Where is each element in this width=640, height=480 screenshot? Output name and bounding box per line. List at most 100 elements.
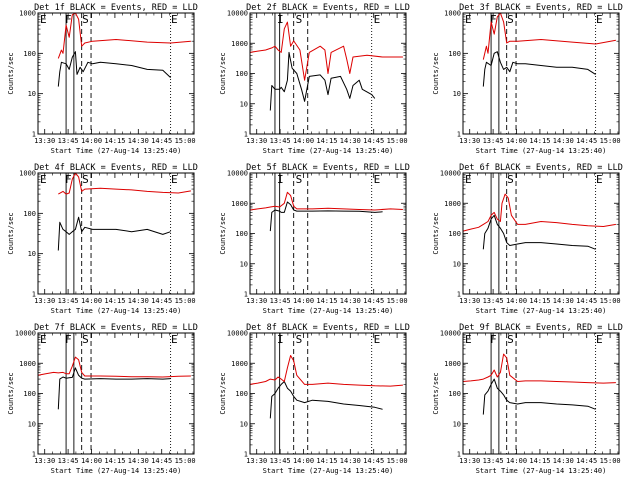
x-tick-label: 14:15 bbox=[316, 457, 337, 465]
x-tick-label: 14:00 bbox=[81, 457, 102, 465]
y-axis-label: Counts/sec bbox=[219, 212, 227, 254]
plot-frame bbox=[37, 332, 195, 455]
y-tick-label: 10000 bbox=[440, 330, 461, 338]
x-tick-label: 13:45 bbox=[58, 297, 79, 305]
x-tick-label: 15:00 bbox=[387, 457, 408, 465]
panel-title: Det 1f BLACK = Events, RED = LLD bbox=[34, 3, 198, 13]
x-tick-label: 14:45 bbox=[151, 457, 172, 465]
x-tick-label: 14:30 bbox=[553, 297, 574, 305]
x-tick-label: 14:45 bbox=[576, 137, 597, 145]
x-tick-label: 14:45 bbox=[363, 457, 384, 465]
series-events bbox=[482, 51, 596, 87]
panel-det-6: Det 6f BLACK = Events, RED = LLD Counts/s… bbox=[432, 163, 623, 315]
y-tick-label: 10000 bbox=[227, 330, 248, 338]
x-tick-label: 13:45 bbox=[483, 297, 504, 305]
series-events bbox=[57, 367, 171, 410]
y-axis-label: Counts/sec bbox=[432, 52, 440, 94]
panel-det-5: Det 5f BLACK = Events, RED = LLD Counts/s… bbox=[219, 163, 410, 315]
x-tick-label: 15:00 bbox=[387, 297, 408, 305]
phase-marker: E bbox=[465, 333, 472, 346]
y-tick-label: 1 bbox=[457, 291, 461, 299]
x-axis-label: Start Time (27-Aug-14 13:25:40) bbox=[51, 147, 182, 155]
plot-frame bbox=[462, 332, 620, 455]
y-tick-label: 100 bbox=[23, 50, 36, 58]
x-tick-label: 14:00 bbox=[506, 137, 527, 145]
y-tick-label: 1 bbox=[244, 291, 248, 299]
y-axis-label: Counts/sec bbox=[432, 212, 440, 254]
y-axis-label: Counts/sec bbox=[219, 52, 227, 94]
phase-marker: F bbox=[65, 173, 72, 186]
x-tick-label: 13:30 bbox=[34, 457, 55, 465]
x-tick-label: 13:30 bbox=[246, 457, 267, 465]
panel-det-3: Det 3f BLACK = Events, RED = LLD Counts/s… bbox=[432, 3, 623, 155]
x-tick-label: 14:30 bbox=[553, 137, 574, 145]
phase-marker: S bbox=[296, 173, 303, 186]
x-tick-label: 13:45 bbox=[58, 137, 79, 145]
series-lld bbox=[57, 12, 191, 59]
plot-frame bbox=[37, 172, 195, 295]
y-tick-label: 10000 bbox=[227, 170, 248, 178]
x-tick-label: 14:30 bbox=[128, 457, 149, 465]
y-tick-label: 10 bbox=[28, 420, 36, 428]
y-tick-label: 10 bbox=[28, 90, 36, 98]
x-tick-label: 14:00 bbox=[81, 297, 102, 305]
x-tick-label: 15:00 bbox=[175, 137, 196, 145]
x-tick-label: 14:15 bbox=[529, 297, 550, 305]
y-tick-label: 1000 bbox=[444, 360, 461, 368]
y-tick-label: 1 bbox=[457, 131, 461, 139]
phase-marker: S bbox=[507, 173, 514, 186]
x-tick-label: 14:15 bbox=[104, 457, 125, 465]
y-tick-label: 10000 bbox=[15, 330, 36, 338]
y-tick-label: 1000 bbox=[444, 200, 461, 208]
panel-det-2: Det 2f BLACK = Events, RED = LLD Counts/s… bbox=[219, 3, 410, 155]
plot-frame bbox=[462, 172, 620, 295]
y-tick-label: 1000 bbox=[19, 360, 36, 368]
phase-marker: S bbox=[296, 333, 303, 346]
x-tick-label: 14:15 bbox=[529, 137, 550, 145]
plot-frame bbox=[462, 12, 620, 135]
phase-marker: S bbox=[82, 13, 89, 26]
panel-det-8: Det 8f BLACK = Events, RED = LLD Counts/s… bbox=[219, 323, 410, 475]
phase-marker: S bbox=[507, 333, 514, 346]
x-axis-label: Start Time (27-Aug-14 13:25:40) bbox=[263, 147, 394, 155]
y-tick-label: 100 bbox=[448, 230, 461, 238]
y-tick-label: 1000 bbox=[231, 40, 248, 48]
phase-marker: S bbox=[82, 173, 89, 186]
phase-marker: S bbox=[296, 13, 303, 26]
phase-marker: F bbox=[490, 333, 497, 346]
phase-marker: E bbox=[171, 333, 178, 346]
plot-frame bbox=[249, 332, 407, 455]
series-lld bbox=[482, 12, 616, 60]
y-tick-label: 100 bbox=[448, 390, 461, 398]
phase-marker: E bbox=[596, 13, 603, 26]
series-lld bbox=[58, 172, 191, 195]
series-events bbox=[269, 201, 383, 232]
series-events bbox=[269, 51, 376, 111]
y-tick-label: 1 bbox=[32, 131, 36, 139]
series-lld bbox=[462, 193, 616, 232]
phase-marker: E bbox=[40, 13, 47, 26]
phase-marker: E bbox=[171, 173, 178, 186]
phase-marker: I bbox=[277, 13, 284, 26]
x-tick-label: 15:00 bbox=[600, 457, 621, 465]
phase-marker: E bbox=[465, 13, 472, 26]
x-tick-label: 14:45 bbox=[576, 457, 597, 465]
y-tick-label: 1000 bbox=[231, 360, 248, 368]
y-tick-label: 100 bbox=[448, 50, 461, 58]
y-tick-label: 100 bbox=[235, 390, 248, 398]
y-tick-label: 100 bbox=[235, 230, 248, 238]
x-tick-label: 14:00 bbox=[293, 297, 314, 305]
x-tick-label: 14:30 bbox=[128, 137, 149, 145]
x-tick-label: 14:30 bbox=[340, 137, 361, 145]
y-tick-label: 10 bbox=[240, 420, 248, 428]
x-tick-label: 13:30 bbox=[246, 137, 267, 145]
x-tick-label: 14:30 bbox=[553, 457, 574, 465]
y-tick-label: 100 bbox=[23, 390, 36, 398]
phase-marker: E bbox=[596, 333, 603, 346]
y-tick-label: 100 bbox=[23, 210, 36, 218]
x-tick-label: 13:30 bbox=[459, 137, 480, 145]
phase-marker: S bbox=[82, 333, 89, 346]
x-tick-label: 14:00 bbox=[506, 297, 527, 305]
y-tick-label: 10 bbox=[240, 260, 248, 268]
y-tick-label: 10000 bbox=[227, 10, 248, 18]
